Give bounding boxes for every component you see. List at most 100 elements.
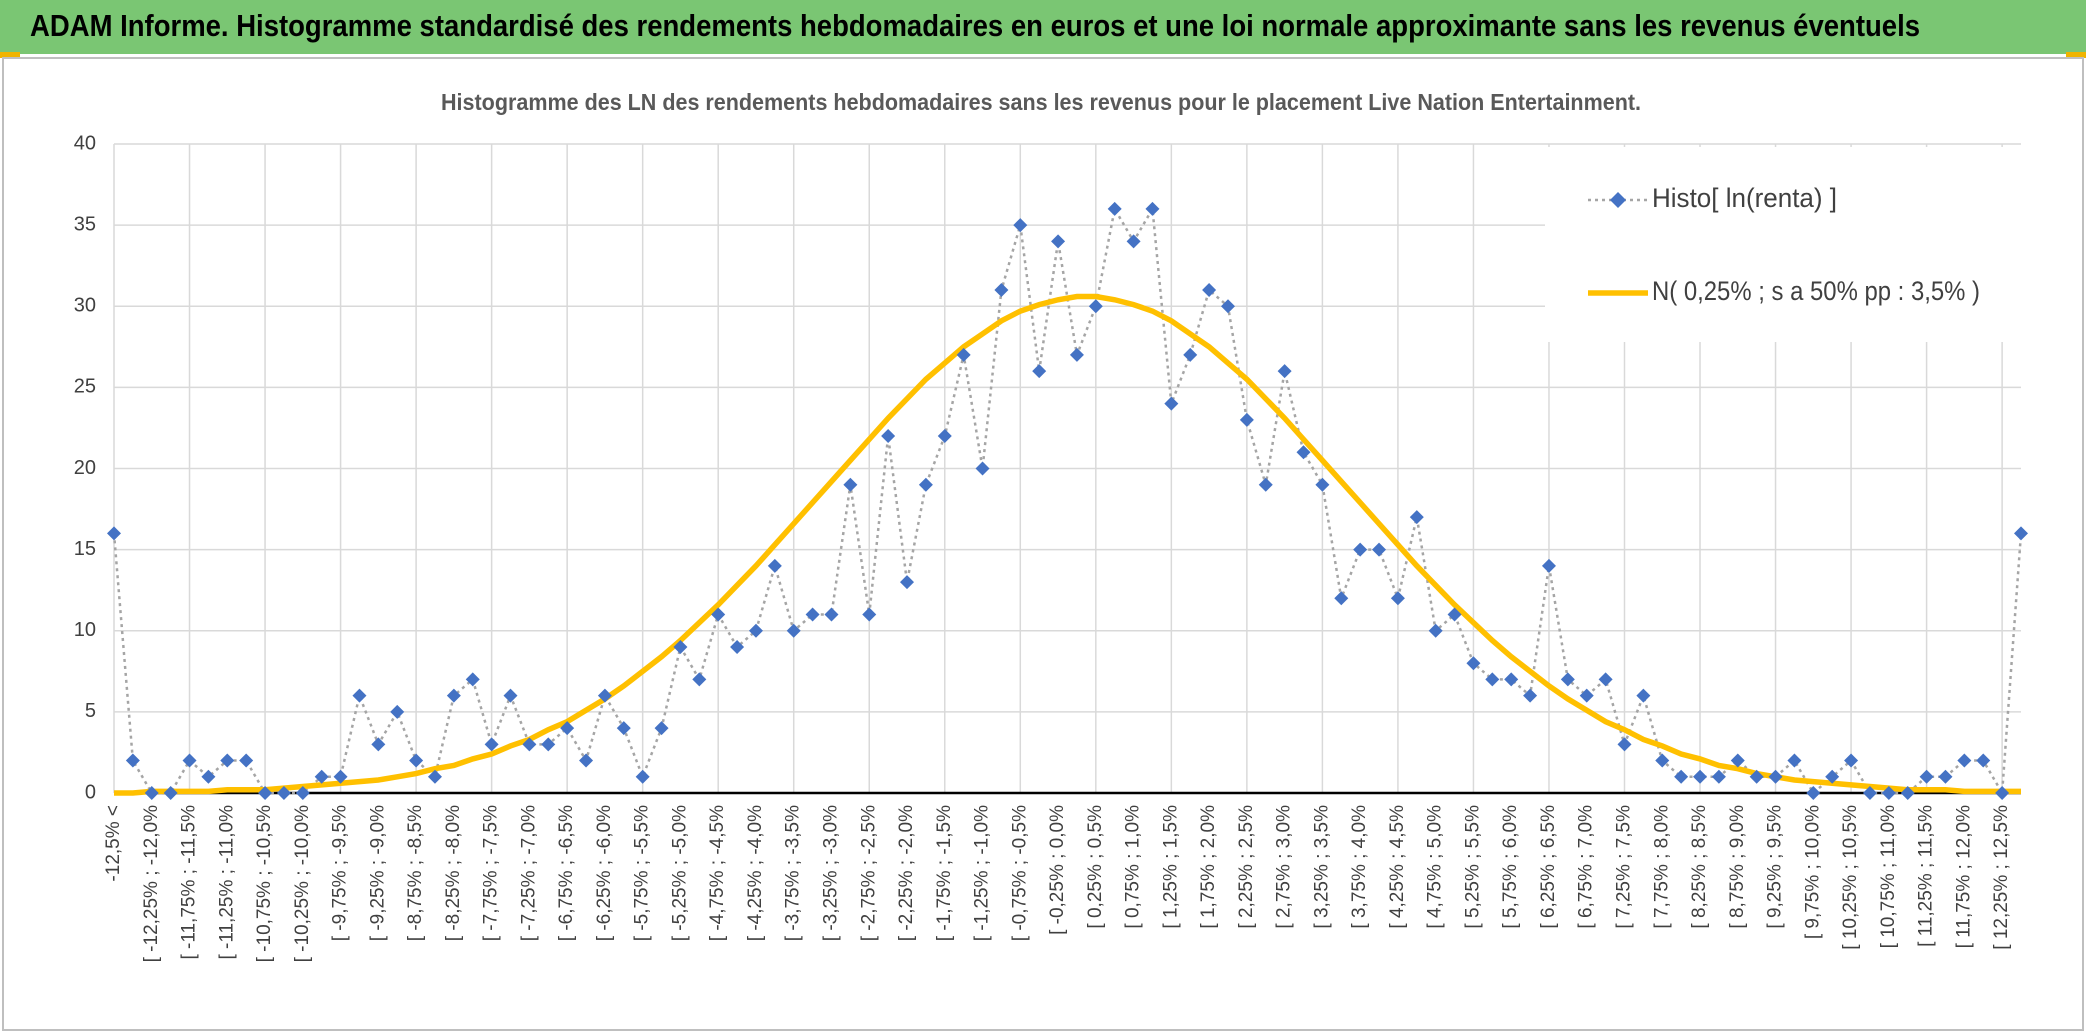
diamond-marker — [1995, 786, 2010, 800]
x-tick-label: [ -0,75% ; -0,5% — [1009, 805, 1030, 941]
diamond-marker — [1239, 412, 1254, 427]
diamond-marker — [843, 477, 858, 492]
diamond-marker — [692, 672, 707, 687]
diamond-marker — [1277, 364, 1292, 379]
x-tick-label: [ 6,25% ; 6,5% — [1538, 805, 1559, 929]
x-tick-label: [ 4,75% ; 5,0% — [1425, 805, 1446, 929]
diamond-marker — [1069, 347, 1084, 362]
x-tick-label: [ -3,25% ; -3,0% — [821, 805, 842, 941]
diamond-marker — [314, 769, 329, 784]
x-tick-label: [ 8,75% ; 9,0% — [1727, 805, 1748, 929]
diamond-marker — [2014, 526, 2028, 541]
x-tick-label: [ 11,75% ; 12,0% — [1953, 805, 1974, 948]
diamond-marker — [881, 429, 896, 444]
x-tick-label: [ -6,75% ; -6,5% — [556, 805, 577, 941]
diamond-marker — [560, 721, 575, 736]
diamond-marker — [1466, 656, 1481, 671]
diamond-marker — [1617, 737, 1632, 752]
diamond-marker — [503, 688, 518, 703]
chart-frame — [2, 57, 2084, 1031]
diamond-marker — [163, 786, 178, 800]
x-tick-label: [ -11,25% ; -11,0% — [216, 805, 237, 960]
legend-box — [1545, 147, 2075, 342]
diamond-marker — [1749, 769, 1764, 784]
diamond-marker — [541, 737, 556, 752]
x-tick-label: [ 7,25% ; 7,5% — [1614, 805, 1635, 929]
x-tick-label: [ -8,25% ; -8,0% — [443, 805, 464, 941]
diamond-marker — [711, 607, 726, 622]
x-tick-label: [ -9,75% ; -9,5% — [330, 805, 351, 941]
diamond-marker — [144, 786, 159, 800]
diamond-marker — [1409, 510, 1424, 525]
diamond-marker — [1693, 769, 1708, 784]
x-tick-label: [ -10,25% ; -10,0% — [292, 805, 313, 962]
diamond-marker — [1957, 753, 1972, 768]
diamond-marker — [1315, 477, 1330, 492]
diamond-marker — [767, 558, 782, 573]
x-tick-label: [ -1,75% ; -1,5% — [934, 805, 955, 941]
diamond-marker — [1107, 201, 1122, 216]
diamond-marker — [427, 769, 442, 784]
x-tick-label: [ -1,25% ; -1,0% — [972, 805, 993, 941]
diamond-marker — [1579, 688, 1594, 703]
x-tick-label: [ -4,75% ; -4,5% — [707, 805, 728, 941]
x-tick-label: [ -7,75% ; -7,5% — [481, 805, 502, 941]
x-tick-label: [ 3,75% ; 4,0% — [1349, 805, 1370, 929]
diamond-marker — [258, 786, 273, 800]
x-tick-label: [ -7,25% ; -7,0% — [518, 805, 539, 941]
x-tick-label: [ 6,75% ; 7,0% — [1576, 805, 1597, 929]
diamond-marker — [390, 704, 405, 719]
x-tick-label: [ 2,75% ; 3,0% — [1274, 805, 1295, 929]
x-tick-label: [ 1,75% ; 2,0% — [1198, 805, 1219, 929]
diamond-marker — [295, 786, 310, 800]
corner — [2066, 52, 2086, 58]
y-tick-label: 25 — [74, 376, 96, 398]
diamond-marker — [1051, 234, 1066, 249]
diamond-marker — [1541, 558, 1556, 573]
diamond-marker — [1919, 769, 1934, 784]
diamond-marker — [862, 607, 877, 622]
corner — [0, 52, 20, 58]
x-tick-label: [ -3,75% ; -3,5% — [783, 805, 804, 941]
diamond-marker — [1938, 769, 1953, 784]
diamond-marker — [1220, 299, 1235, 314]
diamond-marker — [805, 607, 820, 622]
diamond-marker — [1900, 786, 1915, 800]
diamond-marker — [1825, 769, 1840, 784]
diamond-marker — [1598, 672, 1613, 687]
y-tick-label: 5 — [85, 700, 96, 722]
diamond-marker — [1447, 607, 1462, 622]
diamond-marker — [730, 639, 745, 654]
diamond-marker — [1202, 283, 1217, 298]
diamond-marker — [371, 737, 386, 752]
diamond-marker — [465, 672, 480, 687]
x-tick-label: [ 3,25% ; 3,5% — [1311, 805, 1332, 929]
diamond-marker — [673, 639, 688, 654]
diamond-marker — [1164, 396, 1179, 411]
diamond-marker — [900, 575, 915, 590]
x-tick-label: [ 10,25% ; 10,5% — [1840, 805, 1861, 950]
diamond-marker — [824, 607, 839, 622]
diamond-marker — [597, 688, 612, 703]
diamond-marker — [654, 721, 669, 736]
diamond-marker — [1258, 477, 1273, 492]
diamond-marker — [1145, 201, 1160, 216]
x-tick-label: -12,5% < — [103, 805, 124, 882]
diamond-marker — [107, 526, 121, 541]
x-tick-label: [ -2,75% ; -2,5% — [858, 805, 879, 941]
diamond-marker — [1636, 688, 1651, 703]
diamond-marker — [1976, 753, 1991, 768]
diamond-marker — [1032, 364, 1047, 379]
x-tick-label: [ -8,75% ; -8,5% — [405, 805, 426, 941]
diamond-marker — [182, 753, 197, 768]
diamond-marker — [975, 461, 990, 476]
x-tick-label: [ 5,25% ; 5,5% — [1462, 805, 1483, 929]
x-tick-label: [ -2,25% ; -2,0% — [896, 805, 917, 941]
x-tick-label: [ -6,25% ; -6,0% — [594, 805, 615, 941]
diamond-marker — [918, 477, 933, 492]
diamond-marker — [579, 753, 594, 768]
x-tick-label: [ -11,75% ; -11,5% — [179, 805, 200, 960]
diamond-marker — [239, 753, 254, 768]
diamond-marker — [220, 753, 235, 768]
